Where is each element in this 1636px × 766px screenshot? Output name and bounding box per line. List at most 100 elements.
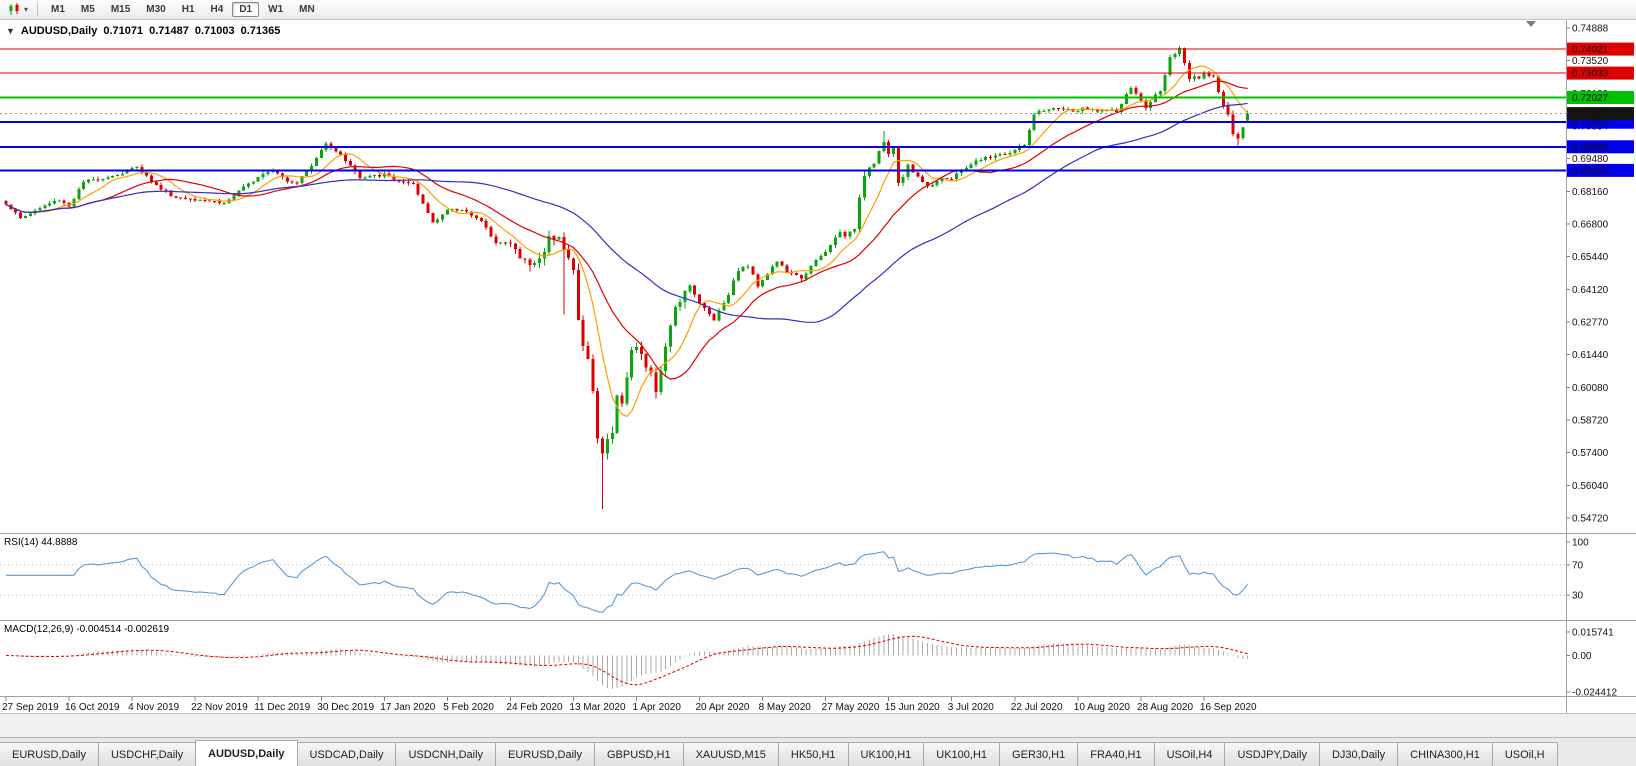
svg-text:15 Jun 2020: 15 Jun 2020 (885, 702, 940, 713)
svg-text:0.60080: 0.60080 (1572, 383, 1609, 394)
chart-tabs-bar: EURUSD,Daily USDCHF,Daily AUDUSD,Daily USDC… (0, 737, 1636, 766)
bottom-region: EURUSD,Daily USDCHF,Daily AUDUSD,Daily USDC… (0, 713, 1636, 766)
chart-tab-eurusd-daily[interactable]: EURUSD,Daily (495, 742, 595, 766)
price-scale[interactable]: 0.748880.735200.721990.708540.694800.681… (1566, 24, 1609, 525)
svg-text:0.58720: 0.58720 (1572, 416, 1609, 427)
svg-text:1 Apr 2020: 1 Apr 2020 (633, 702, 682, 713)
svg-text:22 Nov 2019: 22 Nov 2019 (191, 702, 248, 713)
chart-tab-xauusd-m15[interactable]: XAUUSD,M15 (682, 742, 779, 766)
svg-text:16 Oct 2019: 16 Oct 2019 (65, 702, 120, 713)
svg-text:3 Jul 2020: 3 Jul 2020 (948, 702, 995, 713)
rsi-scale: 100 70 30 (0, 538, 1589, 602)
svg-text:20 Apr 2020: 20 Apr 2020 (696, 702, 750, 713)
svg-text:24 Feb 2020: 24 Feb 2020 (506, 702, 563, 713)
timeframe-button-m30[interactable]: M30 (146, 4, 166, 15)
svg-text:0.74021: 0.74021 (1572, 45, 1609, 56)
svg-text:28 Aug 2020: 28 Aug 2020 (1137, 702, 1194, 713)
svg-text:13 Mar 2020: 13 Mar 2020 (569, 702, 626, 713)
svg-text:4 Nov 2019: 4 Nov 2019 (128, 702, 180, 713)
chart-tab-usoil-h[interactable]: USOil,H (1491, 742, 1558, 766)
dropdown-caret-icon: ▾ (24, 4, 29, 14)
svg-text:16 Sep 2020: 16 Sep 2020 (1200, 702, 1257, 713)
svg-text:0.66800: 0.66800 (1572, 220, 1609, 231)
ma-mid-line (5, 80, 1248, 380)
svg-text:0.62770: 0.62770 (1572, 318, 1609, 329)
timeframe-toolbar: ▾ M1 M5 M15 M30 H1 H4 D1 W1 MN (0, 0, 1636, 20)
svg-text:0.61440: 0.61440 (1572, 350, 1609, 361)
chart-tab-eurusd-daily[interactable]: EURUSD,Daily (0, 742, 99, 766)
chart-tab-usdcad-daily[interactable]: USDCAD,Daily (296, 742, 397, 766)
svg-text:0.54720: 0.54720 (1572, 514, 1609, 525)
chart-tab-fra40-h1[interactable]: FRA40,H1 (1077, 742, 1155, 766)
toolbar-separator (37, 3, 39, 16)
timeframe-button-d1[interactable]: D1 (232, 2, 260, 17)
svg-text:0.69999: 0.69999 (1572, 142, 1609, 153)
svg-text:0.69480: 0.69480 (1572, 154, 1609, 165)
svg-text:0.71365: 0.71365 (1572, 109, 1609, 120)
svg-text:10 Aug 2020: 10 Aug 2020 (1074, 702, 1131, 713)
svg-text:30 Dec 2019: 30 Dec 2019 (317, 702, 374, 713)
chart-window[interactable]: 0.748880.735200.721990.708540.694800.681… (0, 20, 1636, 713)
svg-text:-0.024412: -0.024412 (1572, 688, 1617, 699)
candles-layer (4, 46, 1250, 509)
chart-tab-usdcnh-daily[interactable]: USDCNH,Daily (395, 742, 497, 766)
chart-type-button[interactable]: ▾ (3, 1, 32, 19)
bid-price-label (1567, 107, 1634, 121)
timeframe-button-m15[interactable]: M15 (110, 4, 131, 15)
candlestick-chart-icon (9, 3, 19, 15)
timeframe-button-w1[interactable]: W1 (268, 4, 284, 15)
svg-text:17 Jan 2020: 17 Jan 2020 (380, 702, 435, 713)
svg-text:0.73520: 0.73520 (1572, 56, 1609, 67)
svg-text:70: 70 (1572, 560, 1584, 571)
svg-text:27 May 2020: 27 May 2020 (822, 702, 880, 713)
svg-text:100: 100 (1572, 538, 1589, 549)
price-scale-boxes: 0.74021 0.73033 0.72027 0.71010 0.69999 0.690… (1567, 42, 1634, 177)
chart-tab-ger30-h1[interactable]: GER30,H1 (999, 742, 1079, 766)
svg-text:0.72027: 0.72027 (1572, 93, 1609, 104)
chart-tab-uk100-h1[interactable]: UK100,H1 (847, 742, 925, 766)
macd-scale: 0.015741 0.00 -0.024412 (1566, 628, 1617, 699)
timeframe-button-h1[interactable]: H1 (181, 4, 195, 15)
chart-tab-uk100-h1[interactable]: UK100,H1 (923, 742, 1001, 766)
svg-text:27 Sep 2019: 27 Sep 2019 (2, 702, 59, 713)
chart-shift-marker[interactable] (1526, 21, 1536, 27)
svg-text:0.71010: 0.71010 (1572, 118, 1609, 129)
ma-fast-line (5, 65, 1249, 418)
svg-text:0.64120: 0.64120 (1572, 285, 1609, 296)
timeframe-button-m1[interactable]: M1 (51, 4, 65, 15)
chart-tab-usdjpy-daily[interactable]: USDJPY,Daily (1224, 742, 1320, 766)
chart-tab-usdchf-daily[interactable]: USDCHF,Daily (97, 742, 197, 766)
svg-text:0.69025: 0.69025 (1572, 166, 1609, 177)
chart-tab-gbpusd-h1[interactable]: GBPUSD,H1 (594, 742, 684, 766)
chart-tab-usoil-h4[interactable]: USOil,H4 (1153, 742, 1226, 766)
macd-signal-line (5, 635, 1248, 686)
svg-text:0.74888: 0.74888 (1572, 24, 1609, 35)
chart-canvas[interactable]: 0.748880.735200.721990.708540.694800.681… (0, 20, 1636, 713)
svg-text:30: 30 (1572, 591, 1584, 602)
timeframe-buttons-group: M1 M5 M15 M30 H1 H4 D1 W1 MN (43, 2, 323, 17)
svg-text:11 Dec 2019: 11 Dec 2019 (254, 702, 310, 713)
macd-histogram (10, 634, 1249, 690)
timeframe-button-h4[interactable]: H4 (210, 4, 224, 15)
ma-slow-line (5, 102, 1248, 323)
svg-text:0.57400: 0.57400 (1572, 448, 1609, 459)
timeframe-button-mn[interactable]: MN (299, 4, 315, 15)
svg-text:8 May 2020: 8 May 2020 (759, 702, 812, 713)
time-scale[interactable]: 27 Sep 2019 16 Oct 2019 4 Nov 2019 22 Nov 2… (2, 697, 1257, 713)
svg-text:5 Feb 2020: 5 Feb 2020 (443, 702, 494, 713)
window-background-strip (0, 714, 1636, 737)
svg-text:0.68160: 0.68160 (1572, 187, 1609, 198)
svg-text:0.65440: 0.65440 (1572, 252, 1609, 263)
chart-tab-audusd-daily[interactable]: AUDUSD,Daily (195, 740, 298, 766)
svg-text:0.73033: 0.73033 (1572, 69, 1609, 80)
svg-text:0.00: 0.00 (1572, 651, 1592, 662)
chart-tab-hk50-h1[interactable]: HK50,H1 (777, 742, 849, 766)
one-click-trading-arrow-icon[interactable]: ▼ (6, 26, 15, 36)
chart-tab-china300-h1[interactable]: CHINA300,H1 (1397, 742, 1493, 766)
svg-text:0.56040: 0.56040 (1572, 481, 1609, 492)
svg-text:0.015741: 0.015741 (1572, 628, 1614, 639)
rsi-line (6, 551, 1249, 613)
timeframe-button-m5[interactable]: M5 (80, 4, 95, 15)
chart-tab-dj30-daily[interactable]: DJ30,Daily (1318, 742, 1399, 766)
svg-text:22 Jul 2020: 22 Jul 2020 (1011, 702, 1063, 713)
